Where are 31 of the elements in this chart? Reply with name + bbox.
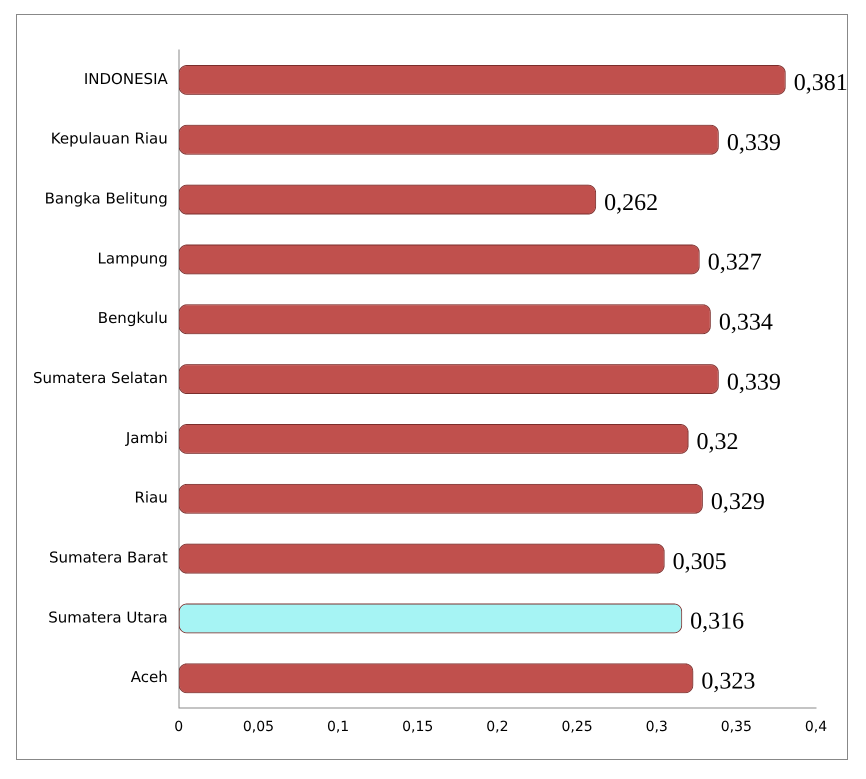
x-tick-label: 0,05: [242, 719, 274, 736]
x-tick-label: 0,3: [646, 719, 668, 736]
y-tick-label: Sumatera Utara: [48, 608, 168, 626]
data-label: 0,323: [701, 668, 756, 695]
y-tick-label: Bengkulu: [98, 309, 168, 328]
y-tick-label: Sumatera Barat: [48, 548, 168, 566]
data-label: 0,327: [708, 250, 762, 276]
y-tick-label: Jambi: [124, 428, 168, 447]
data-label: 0,334: [718, 310, 773, 336]
x-tick-label: 0,25: [561, 719, 593, 736]
data-label: 0,32: [696, 429, 739, 456]
y-tick-label: Riau: [134, 488, 168, 507]
x-tick-label: 0,4: [804, 719, 828, 736]
data-label: 0,316: [690, 608, 744, 635]
data-label: 0,305: [672, 548, 727, 575]
data-label: 0,339: [726, 369, 781, 396]
data-label: 0,381: [794, 70, 848, 96]
y-tick-label: Lampung: [98, 249, 168, 268]
x-tick-label: 0,2: [486, 719, 509, 736]
y-tick-label: Aceh: [130, 668, 168, 686]
x-tick-label: 0,15: [402, 719, 434, 736]
y-tick-label: Bangka Belitung: [44, 189, 168, 208]
y-tick-label: INDONESIA: [84, 70, 168, 88]
y-tick-label: Kepulauan Riau: [50, 130, 168, 148]
y-tick-label: Sumatera Selatan: [32, 368, 168, 387]
x-tick-label: 0: [174, 719, 184, 736]
x-tick-label: 0,35: [720, 719, 752, 736]
data-label: 0,339: [726, 130, 781, 156]
data-label: 0,262: [604, 190, 658, 216]
data-label: 0,329: [710, 489, 765, 516]
x-tick-label: 0,1: [326, 719, 350, 736]
